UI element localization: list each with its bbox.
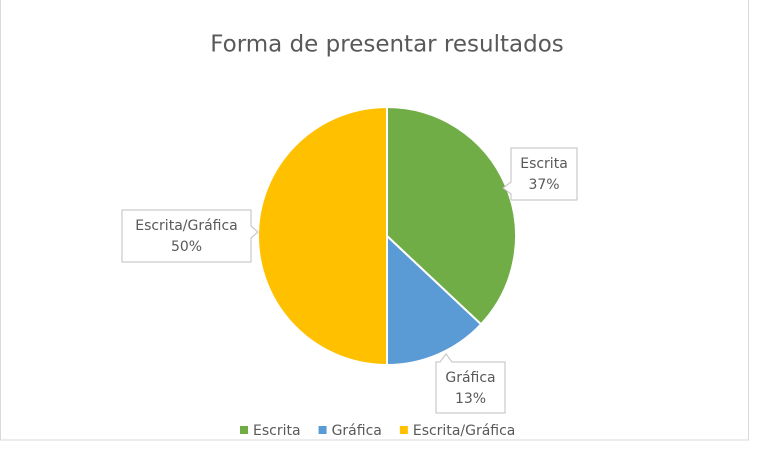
- data-label-box: [435, 353, 506, 414]
- data-label-box: [121, 209, 259, 263]
- legend-marker: [399, 426, 408, 434]
- legend-label: Gráfica: [332, 423, 382, 439]
- data-label-category: Escrita/Gráfica: [135, 218, 238, 234]
- data-label-category: Gráfica: [445, 370, 495, 386]
- legend-label: Escrita: [253, 423, 301, 439]
- data-label-value: 37%: [528, 177, 559, 193]
- data-label-box: [502, 147, 578, 201]
- pie-slice: [257, 105, 388, 367]
- data-label-category: Escrita: [520, 156, 568, 172]
- legend-marker: [318, 426, 327, 434]
- data-label-value: 13%: [455, 391, 486, 407]
- data-label-value: 50%: [171, 239, 202, 255]
- legend: Escrita Gráfica Escrita/Gráfica: [240, 423, 515, 439]
- legend-marker: [240, 426, 248, 434]
- chart-title: Forma de presentar resultados: [210, 32, 564, 58]
- pie-slice: [386, 233, 483, 367]
- pie-slice: [386, 105, 517, 326]
- legend-label: Escrita/Gráfica: [413, 423, 516, 439]
